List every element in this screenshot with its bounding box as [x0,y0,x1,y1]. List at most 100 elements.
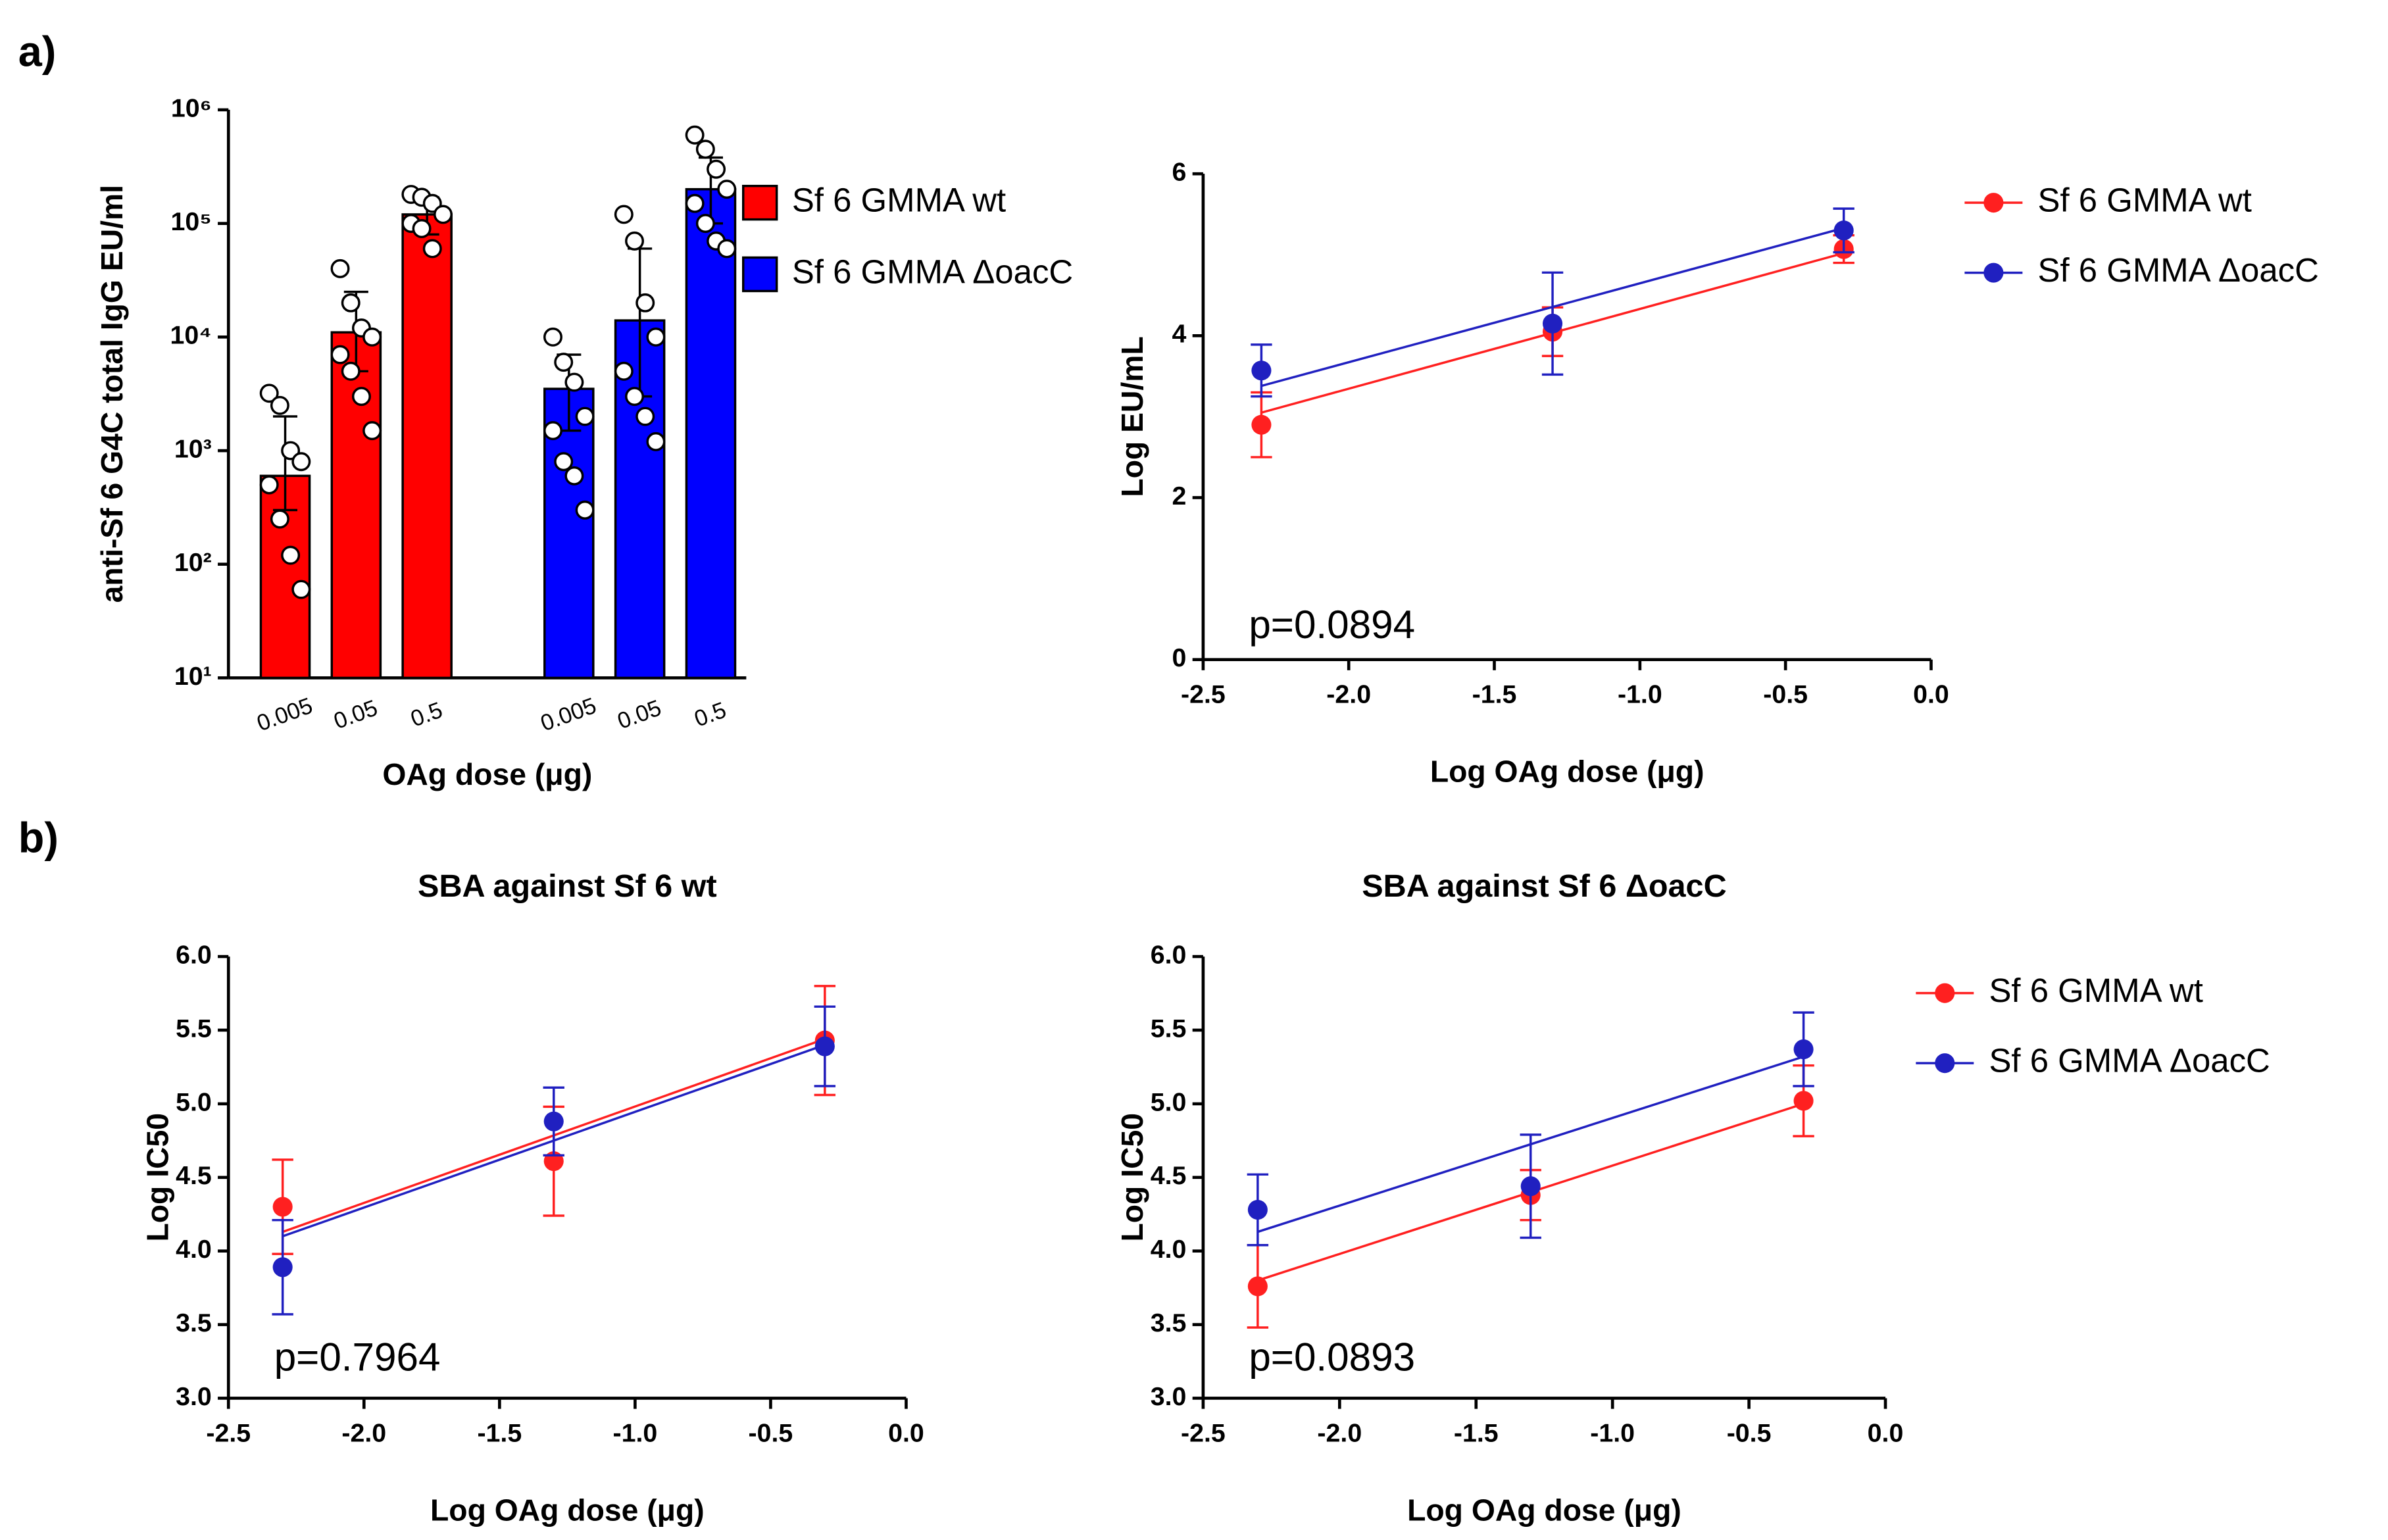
x-tick-label: -2.0 [1317,1418,1362,1447]
y-tick-label: 2 [1172,482,1187,510]
x-tick-label: 0.05 [614,695,664,734]
x-tick-label: -0.5 [1727,1418,1772,1447]
data-point [554,353,574,372]
x-tick-label: 0.0 [888,1418,924,1447]
data-point [646,327,666,347]
y-tick-label: 0 [1172,643,1187,672]
y-tick-label: 6 [1172,158,1187,187]
data-point [635,407,655,426]
y-tick-label: 10⁴ [170,321,212,350]
x-tick-label: -2.0 [341,1418,386,1447]
data-point [695,139,715,159]
y-tick-label: 10³ [174,434,212,463]
x-tick-label: -1.5 [1472,680,1517,709]
data-point [272,1197,293,1217]
x-axis-label: Log OAg dose (μg) [430,1493,705,1527]
data-point [625,231,645,251]
data-point [635,293,655,312]
y-axis-label: Log IC50 [1115,1113,1149,1242]
legend-marker [1983,193,2004,213]
data-point [291,580,311,599]
legend-label: Sf 6 GMMA ΔoacC [792,253,1073,290]
x-axis-label: OAg dose (μg) [382,757,592,791]
data-point [412,219,432,238]
annotation: p=0.0893 [1249,1335,1415,1379]
x-tick-label: 0.0 [1913,680,1949,709]
annotation: p=0.0894 [1249,603,1415,647]
data-point [614,205,634,224]
data-point [625,387,645,407]
x-tick-label: 0.5 [691,697,730,732]
y-tick-label: 5.0 [1151,1087,1187,1116]
y-tick-label: 10⁶ [171,93,212,122]
x-tick-label: 0.005 [254,693,316,736]
y-tick-label: 3.0 [1151,1382,1187,1411]
annotation: p=0.7964 [274,1335,441,1379]
data-point [554,452,574,472]
data-point [614,361,634,381]
y-tick-label: 6.0 [1151,940,1187,969]
y-tick-label: 3.5 [1151,1308,1187,1337]
x-tick-label: -0.5 [749,1418,793,1447]
x-axis-label: Log OAg dose (μg) [1430,755,1704,789]
y-tick-label: 5.5 [176,1014,212,1043]
y-tick-label: 10¹ [174,662,212,691]
data-point [707,159,726,179]
y-tick-label: 4.0 [176,1235,212,1264]
y-axis-label: anti-Sf 6 G4C total IgG EU/ml [95,185,129,603]
x-axis-label: Log OAg dose (μg) [1407,1493,1681,1527]
legend-label: Sf 6 GMMA wt [1989,972,2202,1009]
y-tick-label: 3.5 [176,1308,212,1337]
legend-label: Sf 6 GMMA ΔoacC [1989,1042,2270,1080]
data-point [351,387,371,407]
x-tick-label: 0.005 [537,693,600,736]
chart-title: SBA against Sf 6 ΔoacC [1362,868,1726,904]
data-point [646,432,666,451]
x-tick-label: -2.5 [206,1418,251,1447]
x-tick-label: -0.5 [1763,680,1808,709]
x-tick-label: -1.5 [477,1418,522,1447]
data-point [291,452,311,472]
x-tick-label: -1.0 [1590,1418,1635,1447]
x-tick-label: -1.0 [1618,680,1662,709]
data-point [259,475,279,495]
data-point [695,214,715,234]
data-point [422,239,442,259]
data-point [272,1257,293,1278]
x-tick-label: 0.05 [330,695,380,734]
legend-label: Sf 6 GMMA ΔoacC [2038,251,2319,289]
panel-label: a) [18,28,57,76]
data-point [341,361,361,381]
data-point [1520,1176,1541,1197]
bar [401,213,453,680]
y-tick-label: 4.5 [1151,1161,1187,1190]
y-tick-label: 5.0 [176,1087,212,1116]
legend-swatch [742,184,778,221]
data-point [564,372,584,392]
bar [685,187,737,680]
x-tick-label: -2.5 [1181,1418,1226,1447]
x-tick-label: -2.5 [1181,680,1226,709]
data-point [281,545,301,565]
y-tick-label: 4.0 [1151,1235,1187,1264]
data-point [1833,220,1854,241]
legend-label: Sf 6 GMMA wt [2038,182,2252,219]
data-point [685,193,705,213]
y-tick-label: 4.5 [176,1161,212,1190]
y-tick-label: 6.0 [176,940,212,969]
y-axis-label: Log IC50 [140,1113,174,1242]
legend-marker [1983,262,2004,283]
data-point [543,327,562,347]
data-point [1251,360,1272,381]
data-point [685,125,705,145]
x-tick-label: 0.0 [1868,1418,1904,1447]
data-point [1247,1276,1268,1297]
x-tick-label: 0.5 [407,697,445,732]
legend-marker [1935,983,1955,1003]
y-tick-label: 3.0 [176,1382,212,1411]
data-point [270,509,289,529]
data-point [330,259,350,278]
data-point [543,1111,564,1131]
